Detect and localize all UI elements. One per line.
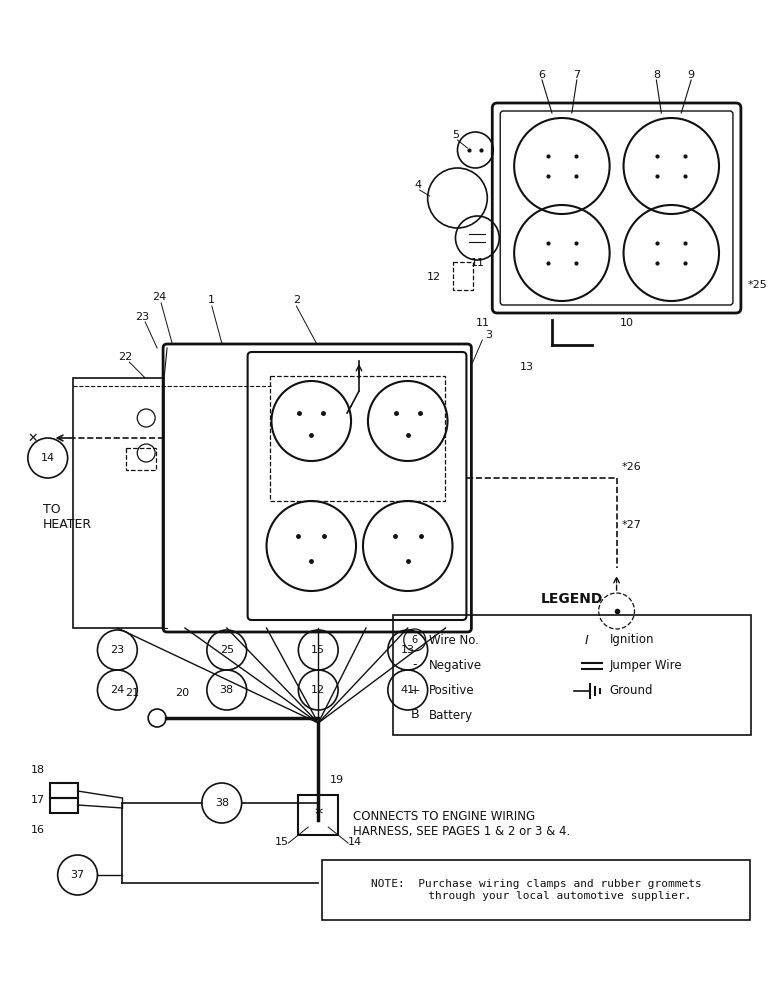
Bar [393, 615, 751, 735]
Text: 15: 15 [274, 837, 289, 847]
Text: 2: 2 [293, 295, 300, 305]
Text: 38: 38 [220, 685, 234, 695]
Text: 14: 14 [41, 453, 55, 463]
Text: 5: 5 [452, 130, 459, 140]
Text: 9: 9 [688, 70, 695, 80]
Text: LEGEND: LEGEND [540, 592, 603, 606]
Text: 37: 37 [70, 870, 85, 880]
Text: *: * [314, 806, 323, 824]
Text: 14: 14 [348, 837, 362, 847]
Text: NOTE:  Purchase wiring clamps and rubber grommets
       through your local auto: NOTE: Purchase wiring clamps and rubber … [371, 879, 702, 901]
Text: *27: *27 [621, 520, 642, 530]
Text: 8: 8 [653, 70, 660, 80]
Text: 13: 13 [401, 645, 415, 655]
Text: 20: 20 [175, 688, 189, 698]
Text: Positive: Positive [428, 684, 474, 696]
Text: Ground: Ground [610, 684, 653, 696]
Bar [322, 860, 750, 920]
Text: 22: 22 [118, 352, 133, 362]
Text: 11: 11 [476, 318, 489, 328]
Text: 23: 23 [135, 312, 149, 322]
Bar [127, 448, 156, 470]
Text: Battery: Battery [428, 708, 472, 722]
Text: *26: *26 [621, 462, 642, 472]
Text: 4: 4 [414, 180, 422, 190]
Text: 6: 6 [411, 635, 418, 645]
Text: 18: 18 [31, 765, 45, 775]
Text: 3: 3 [486, 330, 493, 340]
Bar [49, 798, 77, 813]
Text: +: + [409, 684, 420, 696]
Text: 10: 10 [620, 318, 634, 328]
Text: I: I [585, 634, 588, 647]
Text: -: - [412, 658, 417, 672]
Text: 6: 6 [539, 70, 546, 80]
Text: 12: 12 [427, 272, 441, 282]
Text: 19: 19 [330, 775, 344, 785]
Text: 24: 24 [110, 685, 124, 695]
Bar [73, 378, 164, 628]
Text: 12: 12 [311, 685, 325, 695]
Text: *25: *25 [748, 280, 767, 290]
Text: 23: 23 [110, 645, 124, 655]
Bar [49, 783, 77, 798]
Text: 16: 16 [31, 825, 45, 835]
Text: 41: 41 [401, 685, 415, 695]
Text: 21: 21 [125, 688, 139, 698]
Text: Jumper Wire: Jumper Wire [610, 658, 682, 672]
Text: Negative: Negative [428, 658, 482, 672]
Bar [298, 795, 338, 835]
Bar [453, 262, 473, 290]
Text: 17: 17 [31, 795, 45, 805]
Text: Wire No.: Wire No. [428, 634, 479, 647]
Text: 1: 1 [208, 295, 215, 305]
Text: Ignition: Ignition [610, 634, 654, 647]
Text: 11: 11 [470, 258, 484, 268]
Text: TO
HEATER: TO HEATER [42, 503, 92, 531]
Text: 38: 38 [215, 798, 229, 808]
Text: 13: 13 [520, 362, 534, 372]
Text: B: B [411, 708, 419, 722]
Bar [269, 376, 445, 501]
Text: CONNECTS TO ENGINE WIRING
HARNESS, SEE PAGES 1 & 2 or 3 & 4.: CONNECTS TO ENGINE WIRING HARNESS, SEE P… [353, 810, 571, 838]
Text: 7: 7 [574, 70, 581, 80]
Text: ✕: ✕ [28, 432, 38, 444]
Text: 25: 25 [220, 645, 234, 655]
Text: 24: 24 [152, 292, 166, 302]
Text: 15: 15 [311, 645, 325, 655]
